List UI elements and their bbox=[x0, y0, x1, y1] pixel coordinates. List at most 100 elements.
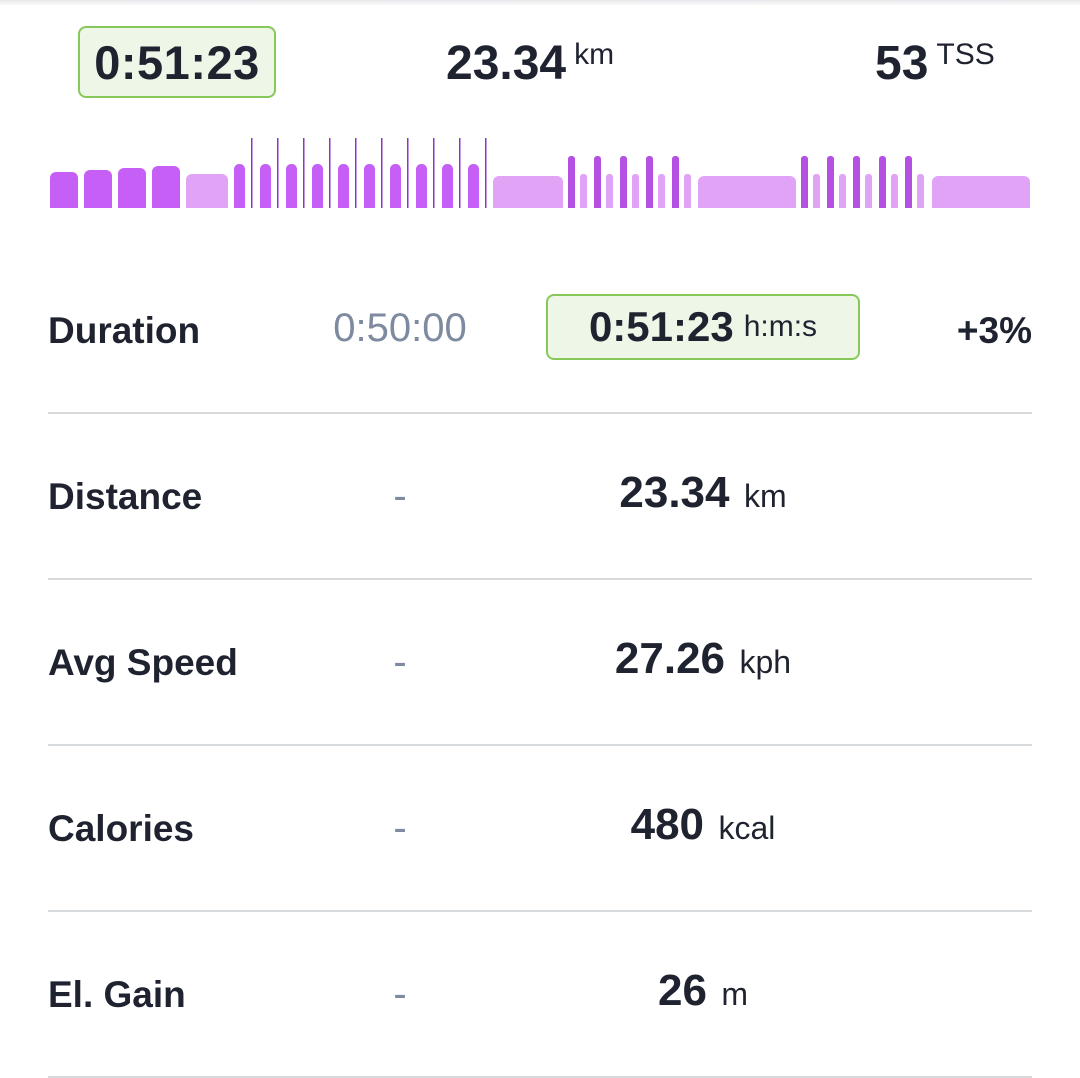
profile-interval-bar bbox=[338, 164, 349, 208]
profile-interval-bar bbox=[594, 156, 601, 208]
profile-recovery-block bbox=[186, 174, 228, 208]
profile-interval-bar bbox=[568, 156, 575, 208]
profile-interval-bar bbox=[801, 156, 808, 208]
summary-tss: 53 TSS bbox=[875, 36, 995, 91]
profile-interval-bar-base bbox=[468, 203, 479, 208]
profile-rest-bar bbox=[580, 174, 587, 208]
profile-rest-bar bbox=[632, 174, 639, 208]
profile-interval-bar bbox=[234, 164, 245, 208]
distance-actual-cell: 23.34 km bbox=[546, 468, 860, 518]
calories-actual: 480 bbox=[630, 800, 705, 849]
profile-cooldown-block-base bbox=[932, 202, 1030, 208]
profile-interval-bar bbox=[416, 164, 427, 208]
workout-profile-chart[interactable] bbox=[50, 130, 1030, 210]
duration-actual-badge[interactable]: 0:51:23 h:m:s bbox=[546, 294, 860, 360]
duration-delta: +3% bbox=[956, 310, 1032, 351]
profile-interval-bar bbox=[620, 156, 627, 208]
profile-recovery-block-base bbox=[698, 202, 796, 208]
profile-warmup-block-base bbox=[118, 202, 146, 208]
profile-interval-bar bbox=[468, 164, 479, 208]
profile-interval-bar bbox=[390, 164, 401, 208]
profile-warmup-block bbox=[50, 172, 78, 208]
profile-interval-bar bbox=[853, 156, 860, 208]
profile-interval-bar-base bbox=[853, 205, 860, 208]
metric-row-distance: Distance - 23.34 km bbox=[48, 414, 1032, 580]
profile-rest-bar-base bbox=[658, 205, 665, 208]
duration-label: Duration bbox=[48, 310, 201, 351]
profile-interval-bar bbox=[672, 156, 679, 208]
profile-warmup-block-base bbox=[152, 202, 180, 208]
profile-warmup-block bbox=[152, 166, 180, 208]
profile-interval-marker bbox=[251, 138, 253, 208]
profile-interval-bar bbox=[827, 156, 834, 208]
profile-rest-bar-base bbox=[891, 205, 898, 208]
profile-rest-bar-base bbox=[917, 205, 924, 208]
profile-recovery-block-base bbox=[493, 202, 563, 208]
profile-rest-bar bbox=[917, 174, 924, 208]
profile-rest-bar-base bbox=[580, 205, 587, 208]
profile-interval-bar-base bbox=[827, 205, 834, 208]
profile-rest-bar bbox=[606, 174, 613, 208]
profile-interval-bar bbox=[646, 156, 653, 208]
profile-interval-bar-base bbox=[672, 205, 679, 208]
profile-interval-bar-base bbox=[338, 203, 349, 208]
profile-rest-bar-base bbox=[813, 205, 820, 208]
profile-interval-bar-base bbox=[568, 205, 575, 208]
profile-interval-marker bbox=[303, 138, 305, 208]
metrics-table: Duration 0:50:00 0:51:23 h:m:s +3% Dista… bbox=[48, 248, 1032, 1078]
avg-speed-actual-cell: 27.26 kph bbox=[546, 634, 860, 684]
avg-speed-unit: kph bbox=[739, 644, 792, 680]
workout-summary: 0:51:23 23.34 km 53 TSS bbox=[0, 0, 1080, 120]
profile-rest-bar bbox=[813, 174, 820, 208]
profile-interval-bar-base bbox=[879, 205, 886, 208]
avg-speed-label: Avg Speed bbox=[48, 642, 238, 683]
top-shadow bbox=[0, 0, 1080, 6]
profile-rest-bar bbox=[839, 174, 846, 208]
profile-interval-marker bbox=[459, 138, 461, 208]
summary-duration: 0:51:23 bbox=[94, 35, 260, 89]
profile-interval-bar-base bbox=[364, 203, 375, 208]
profile-interval-bar-base bbox=[620, 205, 627, 208]
profile-interval-marker bbox=[381, 138, 383, 208]
profile-interval-bar-base bbox=[286, 203, 297, 208]
profile-rest-bar-base bbox=[839, 205, 846, 208]
metric-row-duration: Duration 0:50:00 0:51:23 h:m:s +3% bbox=[48, 248, 1032, 414]
profile-rest-bar-base bbox=[684, 205, 691, 208]
profile-interval-bar bbox=[905, 156, 912, 208]
duration-actual: 0:51:23 bbox=[588, 303, 734, 350]
profile-recovery-block-base bbox=[186, 202, 228, 208]
calories-actual-cell: 480 kcal bbox=[546, 800, 860, 850]
summary-distance: 23.34 km bbox=[446, 36, 614, 91]
profile-recovery-block bbox=[493, 176, 563, 208]
summary-duration-badge[interactable]: 0:51:23 bbox=[78, 26, 276, 98]
avg-speed-planned: - bbox=[393, 640, 407, 684]
profile-warmup-block bbox=[118, 168, 146, 208]
el-gain-unit: m bbox=[721, 976, 749, 1012]
metric-row-calories: Calories - 480 kcal bbox=[48, 746, 1032, 912]
calories-unit: kcal bbox=[718, 810, 776, 846]
calories-label: Calories bbox=[48, 808, 195, 849]
el-gain-planned: - bbox=[393, 972, 407, 1016]
profile-interval-marker bbox=[433, 138, 435, 208]
metric-row-el-gain: El. Gain - 26 m bbox=[48, 912, 1032, 1078]
profile-interval-bar-base bbox=[312, 203, 323, 208]
profile-interval-bar-base bbox=[234, 203, 245, 208]
duration-planned: 0:50:00 bbox=[333, 306, 467, 350]
profile-cooldown-block bbox=[932, 176, 1030, 208]
el-gain-actual-cell: 26 m bbox=[546, 966, 860, 1016]
distance-planned: - bbox=[393, 474, 407, 518]
profile-rest-bar-base bbox=[606, 205, 613, 208]
profile-rest-bar-base bbox=[632, 205, 639, 208]
profile-interval-marker bbox=[329, 138, 331, 208]
el-gain-actual: 26 bbox=[657, 966, 707, 1015]
summary-distance-value: 23.34 bbox=[446, 37, 567, 90]
duration-unit: h:m:s bbox=[743, 310, 818, 343]
profile-interval-bar-base bbox=[905, 205, 912, 208]
profile-rest-bar bbox=[684, 174, 691, 208]
el-gain-label: El. Gain bbox=[48, 974, 186, 1015]
profile-recovery-block bbox=[698, 176, 796, 208]
calories-planned: - bbox=[393, 806, 407, 850]
profile-interval-marker bbox=[277, 138, 279, 208]
summary-tss-value: 53 bbox=[875, 37, 929, 90]
profile-warmup-block bbox=[84, 170, 112, 208]
